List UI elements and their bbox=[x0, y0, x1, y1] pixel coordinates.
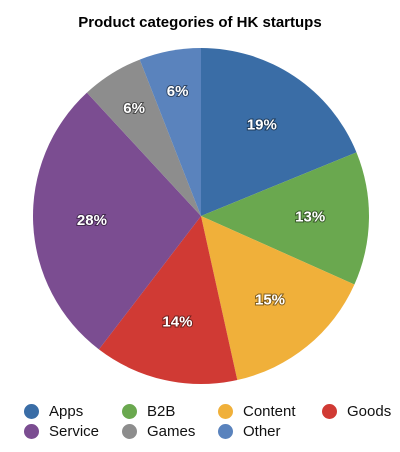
slice-label-content: 15% bbox=[255, 292, 285, 309]
legend-item-service: Service bbox=[24, 422, 122, 440]
slice-label-goods: 14% bbox=[162, 314, 192, 331]
legend-swatch bbox=[218, 403, 233, 419]
legend-label: Goods bbox=[347, 402, 392, 420]
pie-chart: 19% 13% 15% 14% 28% 6% 6% bbox=[32, 48, 369, 384]
legend-swatch bbox=[24, 423, 39, 439]
legend-label: Other bbox=[243, 422, 281, 440]
legend-label: Service bbox=[49, 422, 100, 440]
slice-label-service: 28% bbox=[77, 212, 107, 229]
legend-item-other: Other bbox=[218, 422, 322, 440]
pie-slice-apps bbox=[201, 48, 357, 216]
slice-label-games: 6% bbox=[123, 100, 145, 117]
legend-swatch bbox=[24, 403, 39, 419]
legend-swatch bbox=[122, 403, 137, 419]
slice-label-apps: 19% bbox=[247, 116, 277, 133]
pie-slice-games bbox=[86, 59, 201, 217]
chart-legend: Apps B2B Content Goods Service Games Other bbox=[24, 402, 394, 440]
legend-item-apps: Apps bbox=[24, 402, 122, 420]
legend-label: Content bbox=[243, 402, 296, 420]
pie-slice-content bbox=[201, 216, 355, 381]
pie-slice-b2b bbox=[201, 152, 369, 285]
legend-item-b2b: B2B bbox=[122, 402, 218, 420]
legend-item-games: Games bbox=[122, 422, 218, 440]
legend-label: Apps bbox=[49, 402, 84, 420]
legend-label: B2B bbox=[147, 402, 176, 420]
legend-swatch bbox=[218, 423, 233, 439]
pie-slice-other bbox=[139, 48, 201, 216]
legend-label: Games bbox=[147, 422, 196, 440]
pie-slice-goods bbox=[98, 216, 238, 384]
legend-swatch bbox=[122, 423, 137, 439]
pie-slice-service bbox=[32, 92, 201, 350]
legend-item-content: Content bbox=[218, 402, 322, 420]
slice-label-b2b: 13% bbox=[295, 209, 325, 226]
legend-swatch bbox=[322, 403, 337, 419]
chart-title: Product categories of HK startups bbox=[78, 14, 322, 31]
legend-item-goods: Goods bbox=[322, 402, 400, 420]
slice-label-other: 6% bbox=[167, 83, 189, 100]
